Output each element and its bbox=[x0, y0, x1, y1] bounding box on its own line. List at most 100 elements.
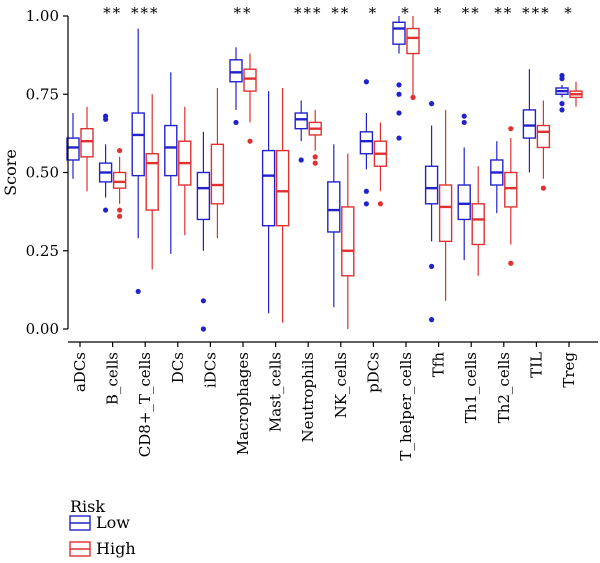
box-high-9 bbox=[373, 122, 388, 207]
x-tick-label: NK_cells bbox=[332, 352, 350, 418]
box-high-15 bbox=[569, 81, 583, 107]
outlier-point bbox=[410, 94, 416, 100]
box-body bbox=[438, 184, 453, 243]
y-tick-label: 0.00 bbox=[26, 320, 59, 338]
box-low-9 bbox=[359, 79, 374, 207]
box-high-8 bbox=[341, 153, 355, 329]
box-low-12 bbox=[457, 113, 471, 261]
x-tick-label: iDCs bbox=[201, 352, 219, 388]
significance-label: *** bbox=[131, 4, 160, 22]
outlier-point bbox=[508, 260, 514, 266]
box-low-6 bbox=[261, 91, 276, 314]
box-low-7 bbox=[294, 100, 308, 163]
box-body bbox=[424, 165, 439, 205]
legend-label: Low bbox=[96, 513, 130, 532]
box-body bbox=[131, 112, 145, 177]
x-tick-label: Th1_cells bbox=[462, 352, 480, 423]
outlier-point bbox=[377, 201, 383, 207]
box-body bbox=[359, 131, 374, 155]
box-high-10 bbox=[406, 16, 420, 100]
x-tick-label: Th2_cells bbox=[495, 352, 513, 423]
box-low-3 bbox=[164, 72, 178, 254]
outlier-point bbox=[363, 188, 369, 194]
outlier-point bbox=[429, 101, 435, 107]
outlier-point bbox=[461, 119, 467, 126]
significance-label: ** bbox=[331, 4, 350, 22]
box-high-0 bbox=[80, 106, 94, 192]
y-tick-label: 0.50 bbox=[26, 164, 59, 182]
significance-label: * bbox=[564, 4, 574, 22]
outlier-point bbox=[200, 298, 206, 304]
box-low-10 bbox=[392, 16, 406, 141]
box-low-15 bbox=[555, 72, 569, 113]
outlier-point bbox=[247, 138, 253, 144]
box-high-2 bbox=[145, 94, 159, 270]
outlier-point bbox=[396, 135, 402, 141]
box-low-14 bbox=[522, 69, 537, 173]
box-body bbox=[275, 149, 290, 227]
box-low-5 bbox=[229, 47, 243, 126]
x-tick-label: B_cells bbox=[104, 352, 122, 405]
box-high-14 bbox=[536, 100, 551, 191]
significance-label: * bbox=[369, 4, 379, 22]
x-tick-label: CD8+_T_cells bbox=[136, 352, 154, 457]
box-body bbox=[243, 68, 257, 92]
outlier-point bbox=[508, 126, 514, 132]
x-tick-label: T_helper_cells bbox=[397, 352, 415, 461]
y-tick-label: 0.75 bbox=[26, 85, 59, 103]
significance-label: * bbox=[401, 4, 411, 22]
box-body bbox=[196, 171, 211, 221]
box-body bbox=[294, 112, 308, 130]
outlier-point bbox=[363, 79, 369, 85]
significance-label: *** bbox=[522, 4, 551, 22]
x-tick-label: aDCs bbox=[71, 352, 89, 392]
significance-label: * bbox=[434, 4, 444, 22]
box-body bbox=[210, 143, 225, 205]
outlier-point bbox=[363, 201, 369, 207]
outlier-point bbox=[559, 101, 565, 107]
box-body bbox=[471, 203, 485, 246]
box-body bbox=[522, 109, 537, 139]
box-low-0 bbox=[66, 113, 80, 179]
box-high-6 bbox=[275, 87, 290, 323]
box-low-8 bbox=[327, 144, 341, 308]
legend-item-high: High bbox=[69, 539, 136, 558]
box-low-2 bbox=[131, 28, 145, 295]
outlier-point bbox=[540, 185, 547, 191]
outlier-point bbox=[117, 213, 123, 219]
outlier-point bbox=[298, 157, 304, 163]
significance-label: ** bbox=[103, 4, 122, 22]
outlier-point bbox=[312, 154, 318, 160]
legend-item-low: Low bbox=[69, 513, 130, 532]
box-body bbox=[406, 27, 420, 55]
outlier-point bbox=[103, 113, 109, 119]
box-body bbox=[164, 124, 178, 177]
legend-key bbox=[69, 515, 91, 531]
outlier-point bbox=[429, 317, 435, 323]
outlier-point bbox=[396, 110, 402, 116]
box-high-3 bbox=[178, 106, 192, 236]
box-high-13 bbox=[504, 126, 518, 266]
box-high-1 bbox=[112, 147, 127, 219]
outlier-point bbox=[103, 207, 109, 213]
outlier-point bbox=[429, 263, 435, 269]
box-body bbox=[145, 153, 159, 211]
legend-title: Risk bbox=[70, 497, 105, 516]
outlier-point bbox=[200, 326, 206, 332]
y-tick-label: 0.25 bbox=[26, 242, 59, 260]
outlier-point bbox=[559, 107, 565, 113]
box-body bbox=[261, 149, 276, 227]
box-low-13 bbox=[490, 141, 504, 214]
significance-label: ** bbox=[462, 4, 481, 22]
significance-label: ** bbox=[234, 4, 253, 22]
y-axis-label: Score bbox=[1, 149, 20, 196]
box-high-12 bbox=[471, 166, 485, 276]
x-tick-label: TIL bbox=[527, 352, 545, 378]
x-tick-label: Tfh bbox=[430, 352, 448, 378]
box-body bbox=[457, 184, 471, 221]
plot-area: ** *** ** *** ** * * * ** ** *** * bbox=[66, 4, 583, 332]
outlier-point bbox=[117, 207, 123, 213]
outlier-point bbox=[396, 82, 402, 88]
